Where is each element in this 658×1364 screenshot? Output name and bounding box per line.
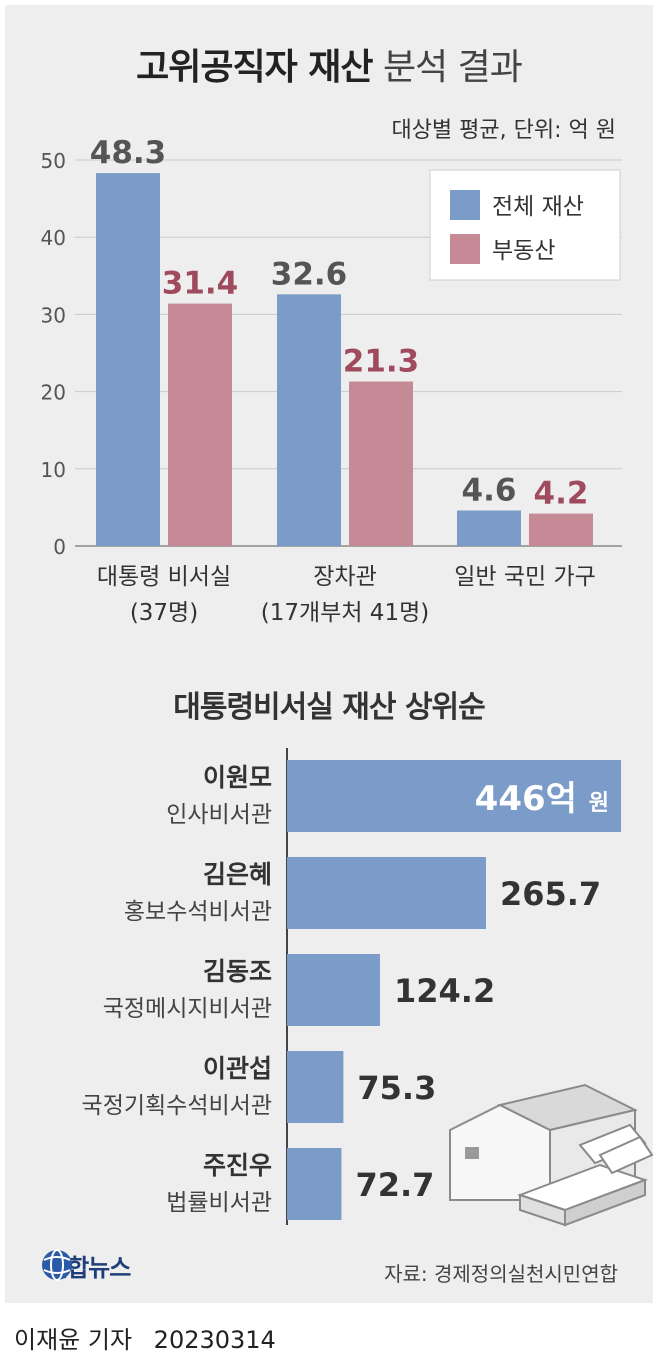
ranking-value-label: 75.3 (357, 1069, 436, 1107)
title-light: 분석 결과 (382, 47, 523, 88)
ranking-unit: 원 (589, 791, 609, 816)
house-money-illustration (449, 1083, 654, 1227)
official-name: 김동조 (202, 957, 272, 986)
ranking-value: 446억 (475, 779, 589, 819)
category-label: 일반 국민 가구 (454, 564, 596, 590)
ranking-bar (287, 954, 381, 1026)
money-bill (598, 1135, 654, 1175)
bar-total (96, 173, 160, 546)
bar-realestate (529, 513, 593, 546)
value-label: 4.2 (534, 476, 589, 512)
legend-label: 전체 재산 (492, 194, 584, 220)
byline: 이재윤 기자 20230314 (14, 1320, 276, 1355)
ranking-bar (287, 760, 621, 832)
house-window (465, 1147, 479, 1159)
official-name: 이관섭 (202, 1054, 272, 1083)
official-name: 김은혜 (202, 860, 272, 889)
publish-date: 20230314 (153, 1326, 276, 1354)
value-label: 21.3 (343, 344, 420, 380)
official-name: 주진우 (202, 1151, 272, 1180)
ranking-title: 대통령비서실 재산 상위순 (173, 690, 486, 725)
ranking-bar (287, 1148, 342, 1220)
category-label: 장차관 (313, 564, 376, 590)
category-label: (37명) (130, 600, 198, 626)
legend-label: 부동산 (492, 238, 555, 264)
yonhap-globe-icon (42, 1249, 72, 1281)
legend-swatch (450, 234, 480, 264)
ranking-value-label: 446억 원 (475, 779, 609, 819)
bar-total (457, 510, 521, 546)
value-label: 31.4 (162, 266, 239, 302)
y-tick-label: 0 (53, 535, 66, 559)
official-position: 국정기획수석비서관 (81, 1093, 272, 1119)
y-tick-label: 20 (41, 381, 66, 405)
official-position: 국정메시지비서관 (102, 996, 272, 1022)
bar-realestate (349, 381, 413, 546)
bar-realestate (168, 303, 232, 546)
y-tick-label: 50 (41, 149, 66, 173)
value-label: 32.6 (271, 256, 348, 292)
y-tick-label: 40 (41, 226, 66, 250)
bar-total (277, 294, 341, 546)
money-stack-front (564, 1178, 646, 1227)
ranking-bar (287, 857, 486, 929)
title-bold: 고위공직자 재산 (136, 47, 373, 88)
official-position: 홍보수석비서관 (123, 899, 272, 925)
official-position: 법률비서관 (166, 1190, 272, 1216)
yonhap-logo: 연합뉴스 (40, 1248, 131, 1283)
legend-swatch (450, 190, 480, 220)
average-assets-chart: 0 10 20 30 40 50 48.3 32.6 4.6 31.4 21.3 4.2 대통령 비서실… (41, 135, 622, 626)
y-tick-label: 30 (41, 303, 66, 327)
ranking-value-label: 72.7 (355, 1166, 434, 1204)
y-tick-label: 10 (41, 458, 66, 482)
category-label: 대통령 비서실 (97, 564, 231, 590)
source-note: 자료: 경제정의실천시민연합 (384, 1262, 618, 1286)
value-label: 4.6 (462, 472, 517, 508)
official-name: 이원모 (202, 763, 272, 792)
units-note: 대상별 평균, 단위: 억 원 (391, 118, 616, 143)
reporter-name: 이재윤 기자 (14, 1326, 133, 1354)
category-label: (17개부처 41명) (261, 600, 429, 626)
official-position: 인사비서관 (166, 802, 272, 828)
page-title: 고위공직자 재산 분석 결과 (0, 38, 658, 90)
ranking-value-label: 265.7 (500, 875, 601, 913)
value-label: 48.3 (90, 135, 167, 171)
ranking-value-label: 124.2 (394, 972, 495, 1010)
ranking-bar (287, 1051, 344, 1123)
